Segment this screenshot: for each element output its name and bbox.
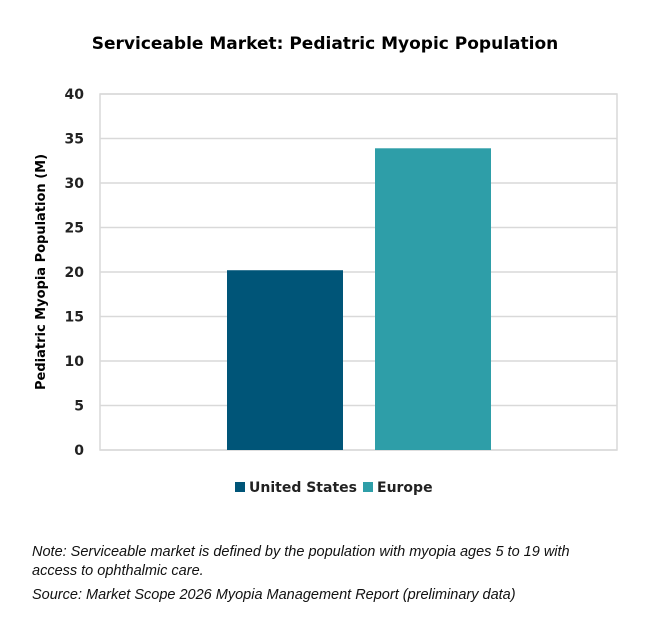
chart-source: Source: Market Scope 2026 Myopia Managem…	[32, 587, 516, 603]
chart-title: Serviceable Market: Pediatric Myopic Pop…	[91, 34, 559, 54]
legend-label: Europe	[377, 480, 433, 496]
y-tick-label: 30	[65, 176, 85, 192]
y-tick-label: 25	[65, 221, 84, 237]
legend-swatch	[363, 482, 373, 492]
bar-europe	[375, 148, 491, 451]
y-tick-label: 35	[65, 132, 84, 148]
y-tick-label: 0	[74, 443, 84, 459]
y-tick-label: 15	[65, 310, 84, 326]
bar-united-states	[227, 270, 343, 450]
legend-label: United States	[249, 480, 357, 496]
chart-note: Note: Serviceable market is defined by t…	[32, 544, 570, 579]
y-tick-label: 5	[74, 399, 84, 415]
y-tick-label: 20	[65, 265, 85, 281]
y-tick-label: 10	[65, 354, 85, 370]
y-axis-label: Pediatric Myopia Population (M)	[34, 154, 49, 390]
legend-swatch	[235, 482, 245, 492]
bar-chart: 0 5 10 15 20 25 30 35 40 Pediatric Myopia Populat…	[34, 87, 618, 496]
y-tick-label: 40	[65, 87, 85, 103]
